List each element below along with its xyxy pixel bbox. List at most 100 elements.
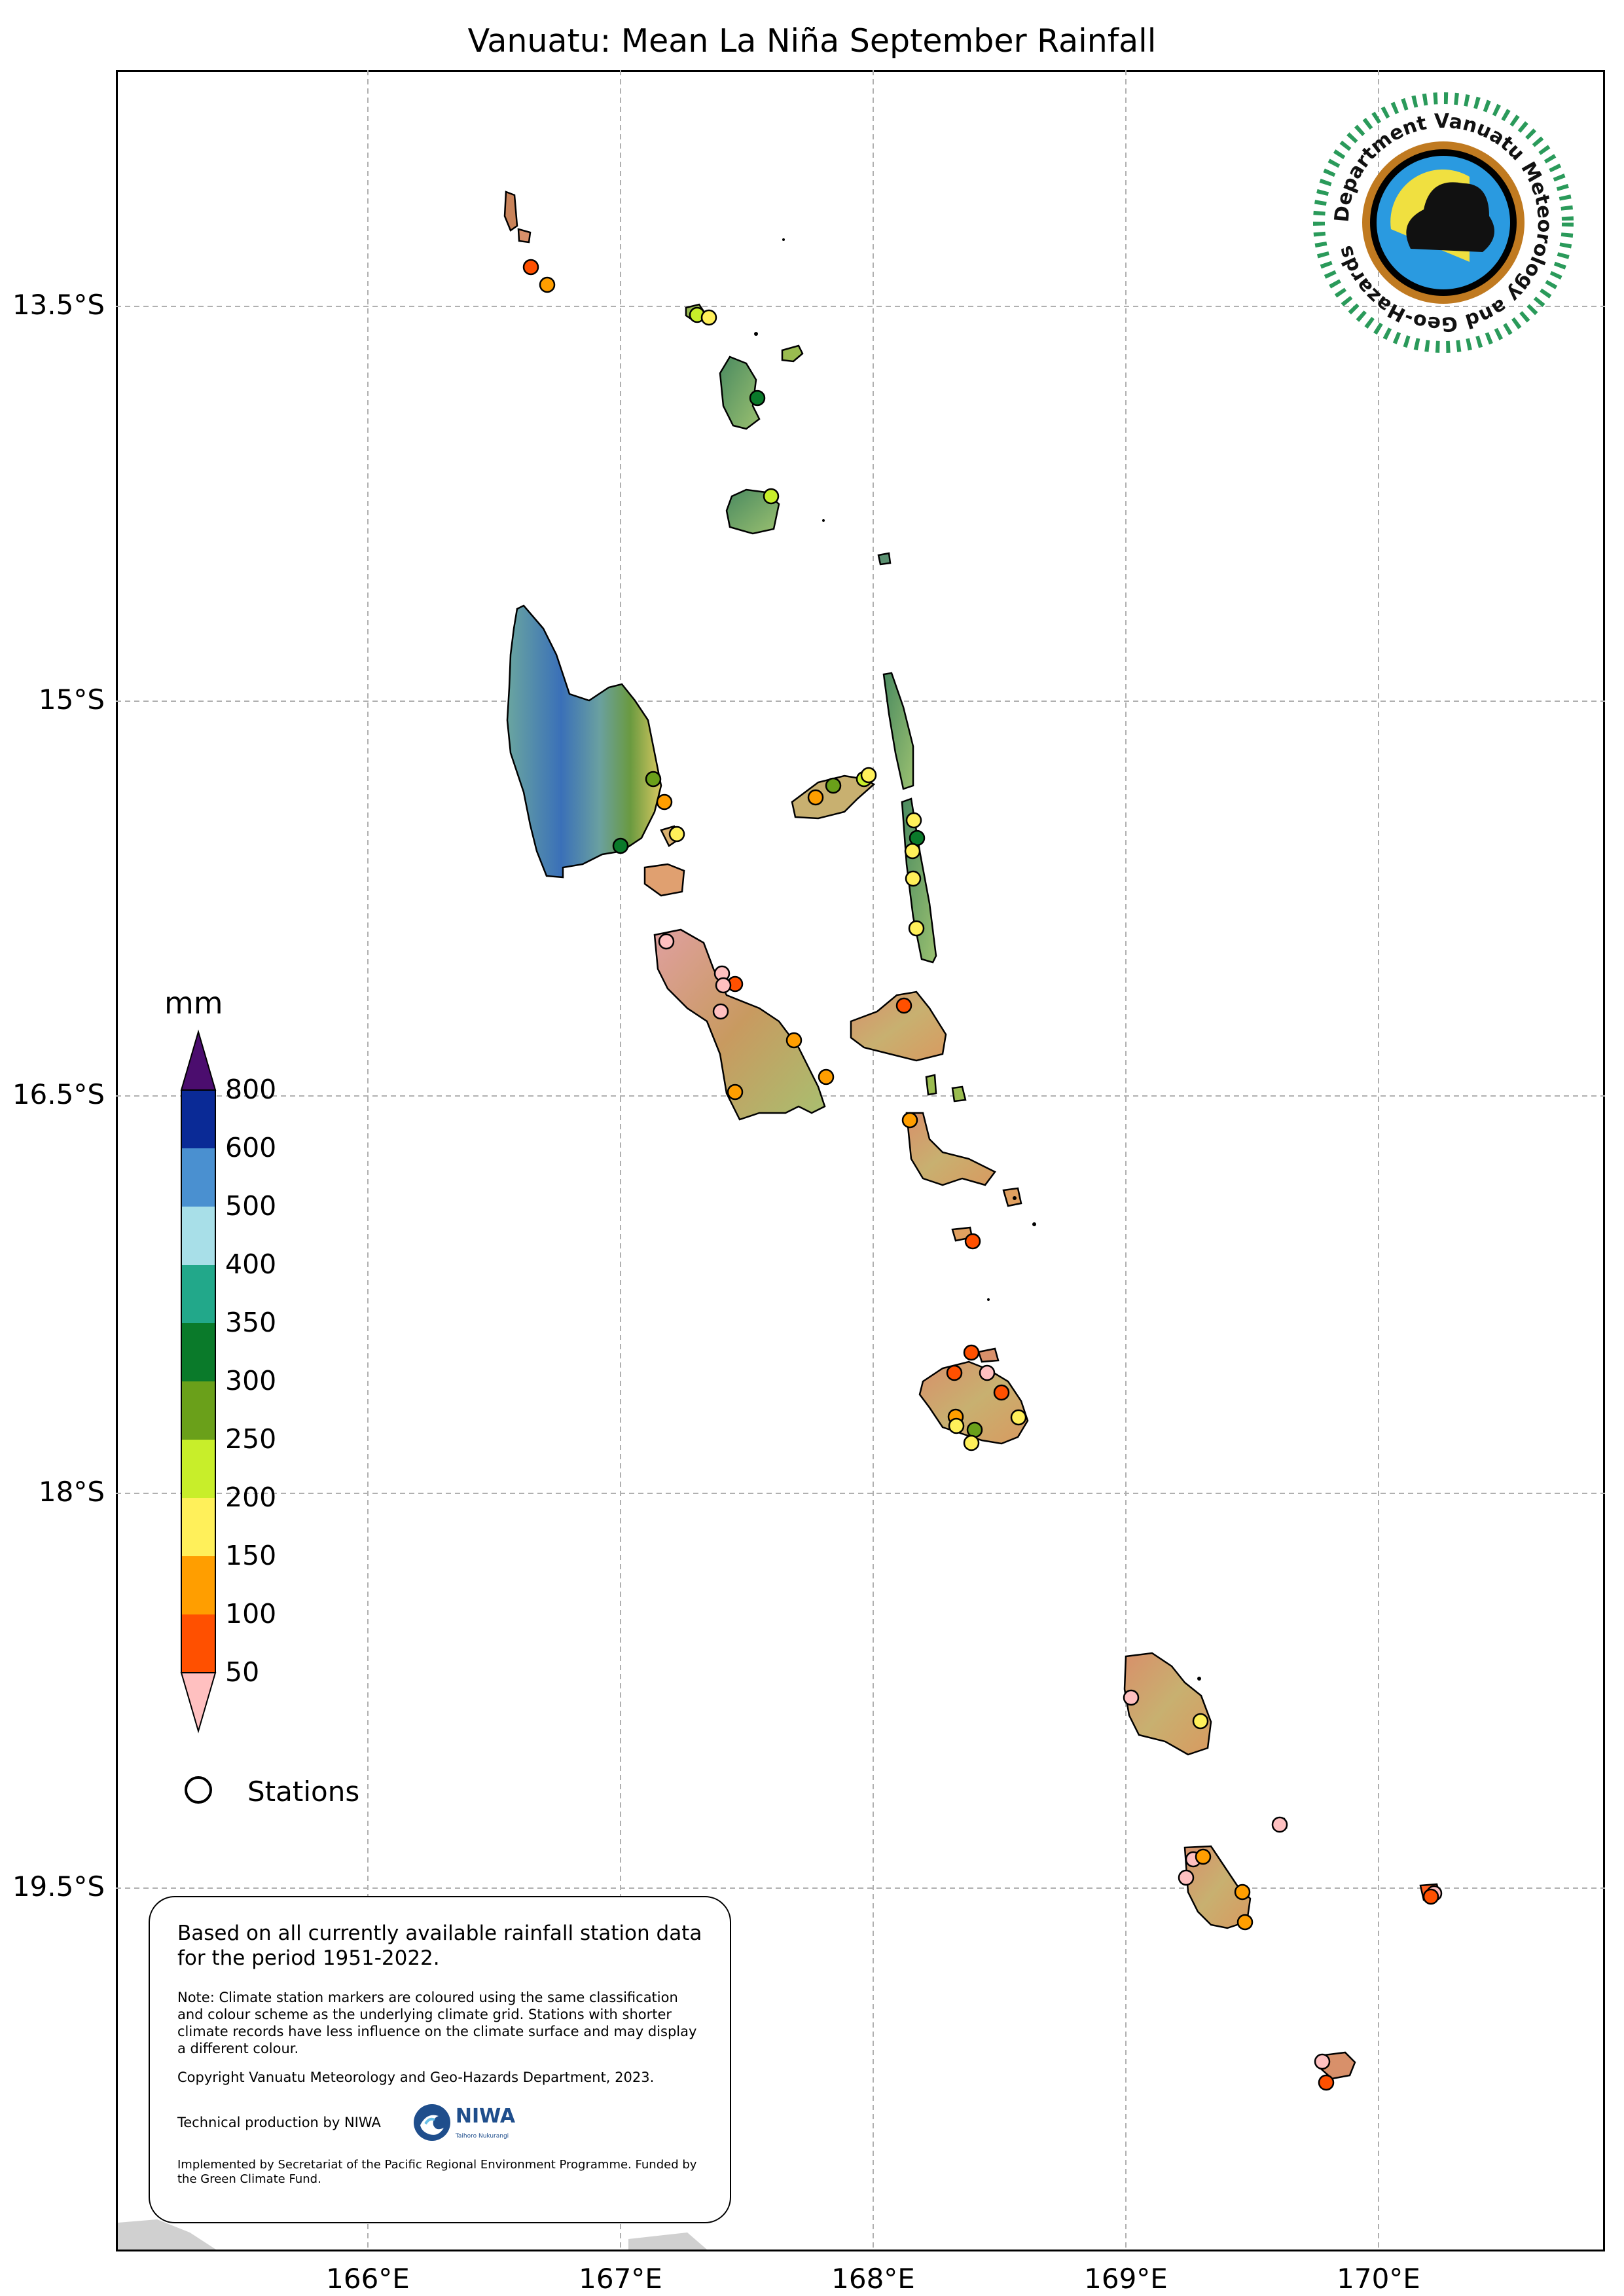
lon-tick-167: 167°E [579,2263,662,2295]
station-marker [909,829,926,847]
island-nguna [977,1347,1000,1363]
station-marker [901,1112,918,1129]
station-marker [1010,1409,1027,1426]
info-copyright: Copyright Vanuatu Meteorology and Geo-Ha… [177,2069,655,2085]
colorbar-bin-100-150 [181,1556,215,1614]
station-marker [818,1068,835,1085]
colorbar-label-800: 800 [225,1074,277,1105]
island-lopevi [951,1085,967,1102]
island-mota-lava [781,344,804,363]
colorbar-bin-500-600 [181,1148,215,1207]
logo-cloud [1406,182,1494,252]
station-marker [727,1084,744,1101]
islet [1013,1196,1017,1200]
station-marker [712,1003,729,1020]
neighbour-landmass [118,2219,216,2250]
colorbar-bin-150-200 [181,1498,215,1556]
stations [522,259,1443,2091]
colorbar-label-250: 250 [225,1423,277,1455]
station-marker [612,837,629,854]
island-efate [918,1360,1029,1445]
station-marker [645,771,662,788]
technical-credit: Technical production by NIWA [177,2115,381,2130]
vmgd-logo [1313,92,1574,353]
colorbar-bin-250-300 [181,1381,215,1440]
niwa-logo: NIWA Taihoro Nukurangi [412,2103,515,2142]
station-marker [1178,1869,1195,1886]
station-marker [904,843,921,860]
islet [1032,1222,1036,1226]
colorbar-label-100: 100 [225,1598,277,1630]
station-marker [1318,2074,1335,2091]
station-marker [905,812,922,829]
lat-tick-13-5: 13.5°S [12,289,105,321]
station-marker [948,1417,965,1434]
station-marker [658,933,675,950]
station-marker [1236,1914,1254,1931]
station-marker [763,488,780,505]
station-marker [1422,1888,1439,1905]
station-marker [1192,1713,1209,1730]
colorbar-label-600: 600 [225,1132,277,1163]
colorbar-extend-bottom [180,1672,217,1734]
colorbar-bin-50-100 [181,1614,215,1673]
logo-text: Department Vanuatu Meteorology and Geo-H… [1331,110,1557,336]
station-marker [785,1032,803,1049]
station-marker [966,1421,983,1438]
island-torres [503,191,518,232]
map-title: Vanuatu: Mean La Niña September Rainfall [467,22,1157,60]
island-torres-2 [517,228,532,244]
station-marker [522,259,539,276]
colorbar-bin-300-350 [181,1323,215,1381]
island-ambrym [850,991,947,1062]
lat-tick-18: 18°S [38,1476,105,1508]
station-marker [656,793,673,811]
station-marker [807,789,824,806]
stations-legend-label: Stations [247,1776,360,1808]
station-marker [963,1344,980,1361]
islet [1197,1677,1201,1681]
lon-tick-169: 169°E [1084,2263,1168,2295]
lat-tick-19-5: 19.5°S [12,1870,105,1903]
info-box: Based on all currently available rainfal… [149,1896,731,2223]
colorbar-label-50: 50 [225,1656,260,1688]
station-marker [1123,1689,1140,1706]
colorbar-bin-350-400 [181,1265,215,1323]
station-marker [964,1233,981,1250]
station-marker [963,1434,980,1451]
station-marker [860,767,877,784]
island-vanua-lava [719,355,761,430]
island-epi [905,1112,996,1186]
station-marker [700,309,717,326]
island-malo [643,863,685,897]
station-marker [993,1384,1010,1401]
island-paama [925,1074,937,1096]
islet [782,238,785,241]
station-marker [979,1364,996,1381]
station-marker [715,977,732,994]
info-funding: Implemented by Secretariat of the Pacifi… [177,2158,697,2186]
niwa-swirl-icon [413,2104,450,2141]
station-marker [905,870,922,887]
island-espiritu-santo [506,604,662,879]
islet [987,1298,990,1301]
station-marker [825,777,842,794]
lon-tick-168: 168°E [831,2263,915,2295]
colorbar [180,1029,217,1804]
colorbar-extend-top [180,1029,217,1091]
station-marker [1314,2053,1331,2070]
colorbar-outline [181,1089,216,1673]
island-maewo [882,672,914,790]
station-marker [895,997,912,1014]
island-tongoa [1002,1187,1022,1207]
legend-unit: mm [164,985,223,1021]
niwa-subtitle: Taihoro Nukurangi [455,2133,509,2140]
colorbar-label-200: 200 [225,1482,277,1513]
station-marker [749,390,766,407]
lon-tick-170: 170°E [1337,2263,1420,2295]
colorbar-bin-200-250 [181,1440,215,1498]
station-marker [1195,1848,1212,1865]
logo-text-layer: Department Vanuatu Meteorology and Geo-H… [1331,110,1557,336]
islet [822,519,825,522]
